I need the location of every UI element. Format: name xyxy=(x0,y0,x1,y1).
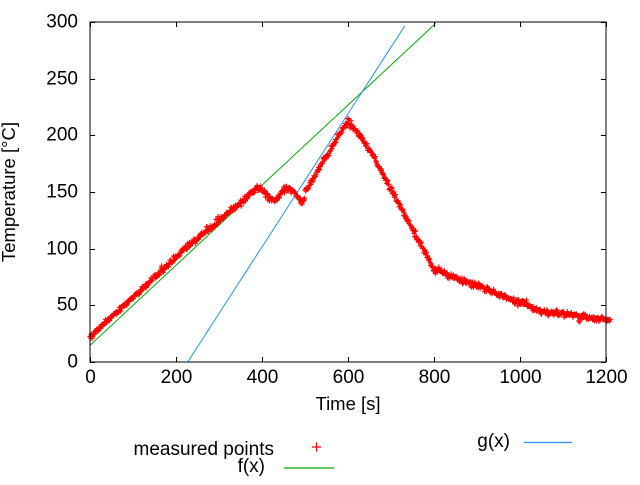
svg-text:200: 200 xyxy=(161,367,193,388)
svg-text:300: 300 xyxy=(46,12,78,33)
svg-text:150: 150 xyxy=(46,182,78,203)
svg-text:200: 200 xyxy=(46,125,78,146)
svg-text:400: 400 xyxy=(247,367,279,388)
svg-text:g(x): g(x) xyxy=(477,431,510,452)
svg-text:1200: 1200 xyxy=(585,367,627,388)
svg-text:Time [s]: Time [s] xyxy=(315,393,380,414)
svg-text:100: 100 xyxy=(46,239,78,260)
svg-text:0: 0 xyxy=(67,352,78,373)
svg-text:f(x): f(x) xyxy=(238,456,265,477)
svg-text:1000: 1000 xyxy=(499,367,541,388)
svg-text:600: 600 xyxy=(333,367,365,388)
svg-text:50: 50 xyxy=(57,295,78,316)
svg-text:Temperature [°C]: Temperature [°C] xyxy=(0,122,19,262)
svg-text:800: 800 xyxy=(419,367,451,388)
svg-text:0: 0 xyxy=(85,367,96,388)
svg-text:250: 250 xyxy=(46,69,78,90)
